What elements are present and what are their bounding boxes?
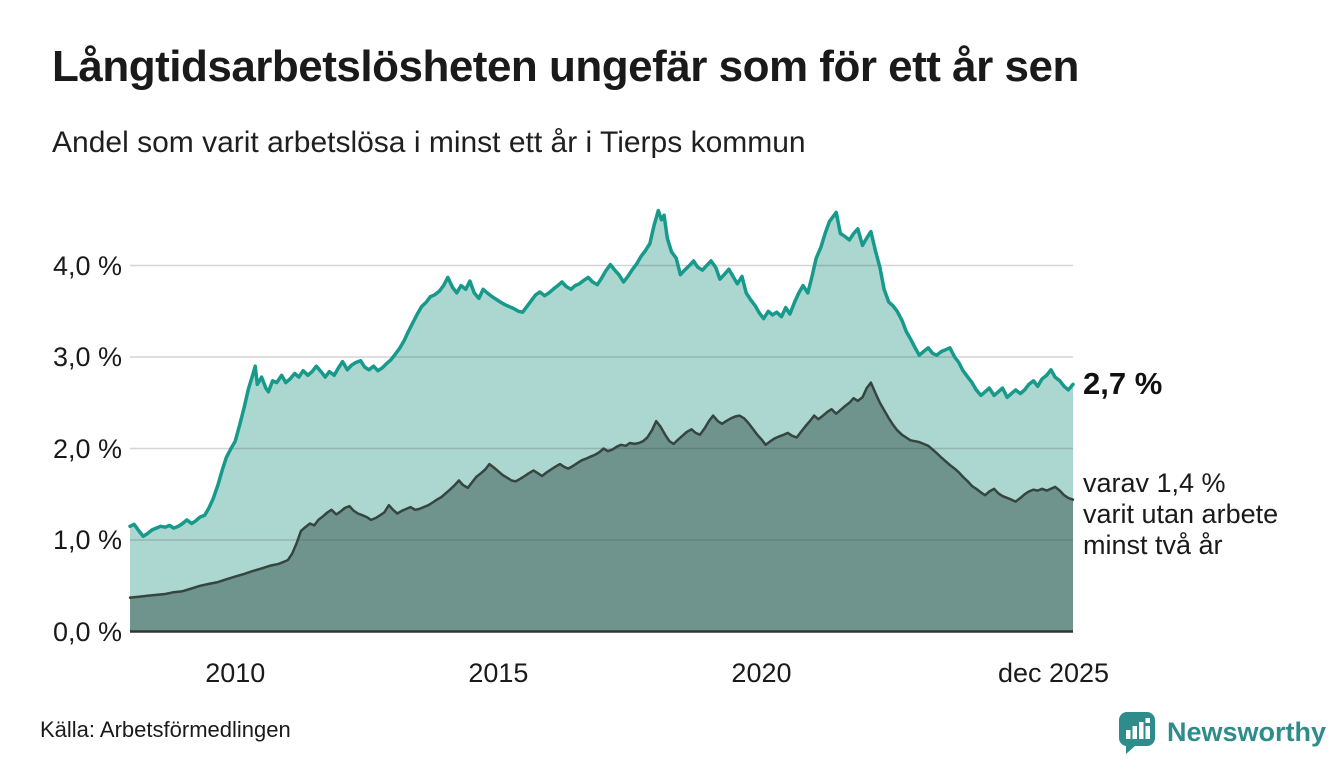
line-one-year xyxy=(128,208,1075,539)
series-annotation: varav 1,4 % varit utan arbete minst två … xyxy=(1083,468,1278,561)
annotation-line: minst två år xyxy=(1083,530,1223,560)
newsworthy-wordmark: Newsworthy xyxy=(1167,716,1327,747)
x-tick-label: 2015 xyxy=(468,658,529,688)
series-end-value-label: 2,7 % xyxy=(1083,366,1163,401)
y-tick-label: 3,0 % xyxy=(52,342,122,372)
y-tick-label: 1,0 % xyxy=(52,525,122,555)
newsworthy-logo-icon xyxy=(1118,712,1155,754)
x-tick-label: 2020 xyxy=(731,658,792,688)
y-tick-label: 2,0 % xyxy=(52,433,122,464)
source-credit: Källa: Arbetsförmedlingen xyxy=(40,717,291,742)
x-tick-label: 2010 xyxy=(205,658,266,688)
y-tick-label: 0,0 % xyxy=(52,616,122,647)
y-tick-label: 4,0 % xyxy=(52,250,122,281)
line-two-years xyxy=(128,381,1075,599)
page-subtitle: Andel som varit arbetslösa i minst ett å… xyxy=(52,126,806,159)
x-tick-label: dec 2025 xyxy=(997,658,1110,688)
annotation-line: varit utan arbete xyxy=(1083,499,1279,529)
area-fill-two-years xyxy=(130,382,1073,632)
newsworthy-brand: Newsworthy xyxy=(1117,710,1326,754)
annotation-line: varav 1,4 % xyxy=(1083,468,1226,498)
page-title: Långtidsarbetslösheten ungefär som för e… xyxy=(52,42,1079,91)
